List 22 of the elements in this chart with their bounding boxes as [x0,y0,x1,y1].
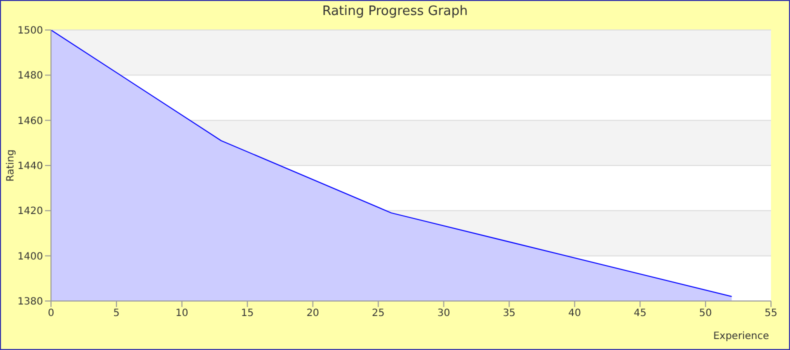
x-tick-label: 25 [372,308,385,320]
x-tick-label: 0 [48,308,54,320]
x-axis-title: Experience [713,331,769,342]
y-tick-label: 1400 [18,251,43,262]
x-tick-label: 40 [568,308,582,320]
chart-title: Rating Progress Graph [321,4,469,19]
x-tick-label: 20 [306,308,320,320]
y-tick-label: 1460 [18,116,43,127]
y-tick-label: 1380 [18,296,43,308]
y-tick-label: 1480 [18,70,43,82]
x-tick-label: 35 [502,308,516,320]
x-tick-label: 5 [113,308,120,320]
y-tick-label: 1420 [18,206,43,218]
x-tick-label: 45 [634,308,646,320]
y-axis-title: Rating [6,149,17,182]
x-tick-label: 30 [437,308,450,320]
x-tick-label: 10 [176,308,188,320]
x-tick-label: 55 [764,308,778,320]
y-tick-label: 1500 [18,26,43,37]
y-tick-label: 1440 [18,161,43,172]
x-tick-label: 15 [240,308,254,320]
x-tick-label: 50 [699,308,712,320]
